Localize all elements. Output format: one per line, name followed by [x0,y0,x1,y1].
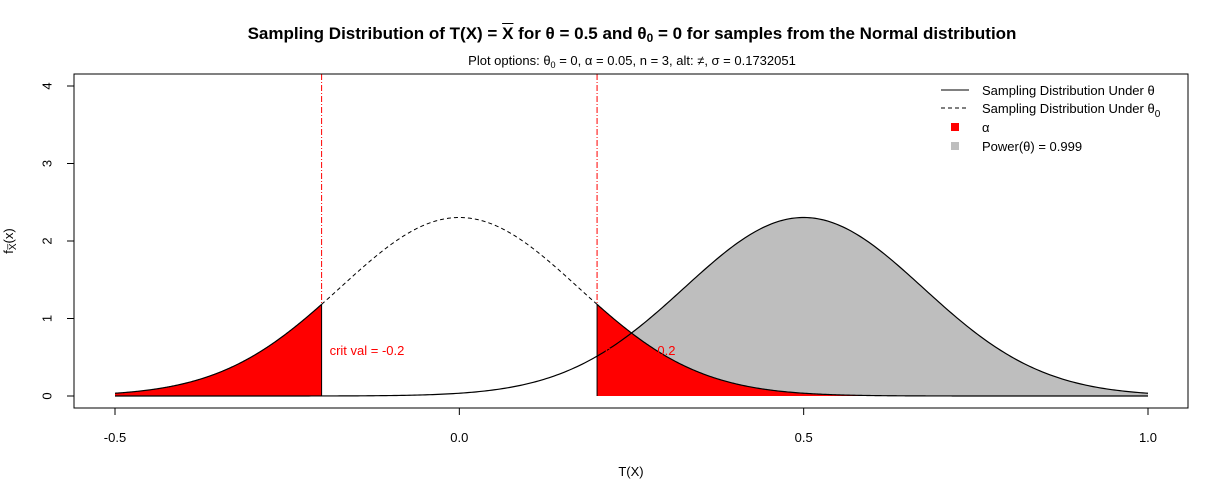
curve-theta0-center [321,216,598,305]
legend-swatch-alpha [951,123,959,131]
critical-value-label-1: crit val = -0.2 [330,343,405,358]
y-tick-label: 2 [40,237,55,244]
y-axis-label: fX̅(x) [1,228,19,253]
curve-theta0-left-tail [114,303,322,394]
legend-swatch-power [951,142,959,150]
critical-value-label-2: crit val = 0.2 [605,343,675,358]
shaded-regions [115,217,1148,396]
x-tick-label: -0.5 [104,430,126,445]
y-tick-label: 0 [40,392,55,399]
y-tick-label: 1 [40,315,55,322]
legend-label-2: Sampling Distribution Under θ0 [982,101,1161,120]
chart-subtitle: Plot options: θ0 = 0, α = 0.05, n = 3, a… [468,53,796,70]
critical-value-lines [321,74,598,305]
x-axis: -0.5 0.0 0.5 1.0 [104,407,1157,445]
legend: Sampling Distribution Under θ Sampling Di… [941,83,1161,154]
y-tick-label: 4 [40,82,55,89]
curve-theta0-right-tail [596,303,1148,397]
legend-label-1: Sampling Distribution Under θ [982,83,1155,98]
legend-label-4: Power(θ) = 0.999 [982,139,1082,154]
power-region [597,217,1148,396]
x-tick-label: 0.5 [795,430,813,445]
chart-title: Sampling Distribution of T(X) = X for θ … [247,24,1017,45]
y-axis: 0 1 2 3 4 [40,82,75,400]
critical-value-labels: crit val = -0.2 crit val = 0.2 [330,343,676,358]
x-tick-label: 1.0 [1139,430,1157,445]
alpha-region-left [115,304,322,396]
y-tick-label: 3 [40,160,55,167]
legend-label-3: α [982,120,990,135]
density-curves [114,216,1149,397]
x-axis-label: T(X) [618,464,643,479]
alpha-region-right [597,304,1148,396]
x-tick-label: 0.0 [450,430,468,445]
